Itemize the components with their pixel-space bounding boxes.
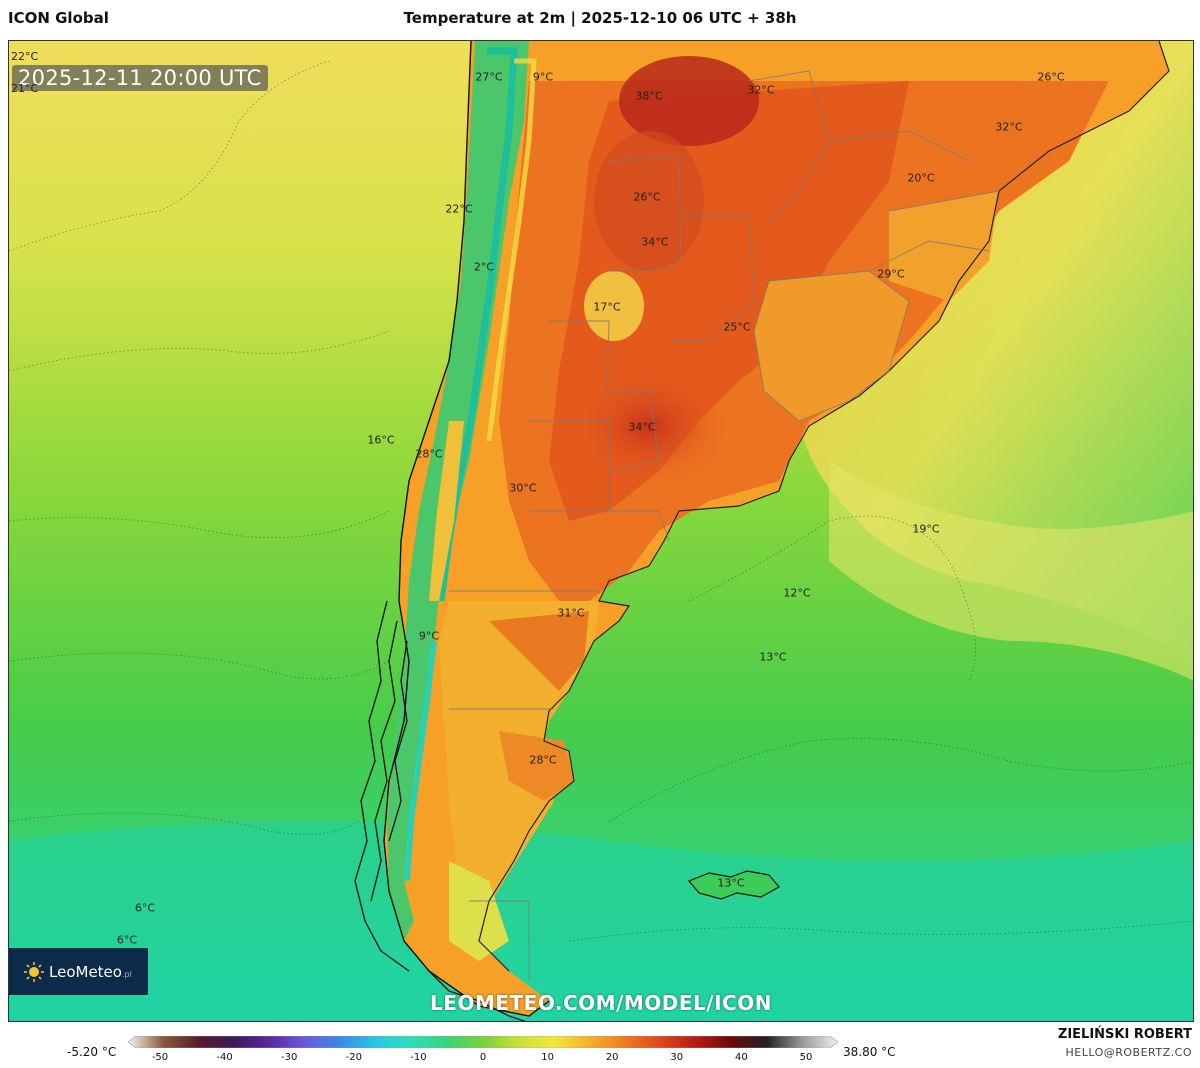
author-name: ZIELIŃSKI ROBERT	[1057, 1027, 1192, 1042]
temp-label: 34°C	[641, 235, 669, 249]
valid-time-badge: 2025-12-11 20:00 UTC	[12, 65, 268, 91]
temp-label: 38°C	[635, 89, 663, 103]
leometeo-logo[interactable]: LeoMeteo.pl	[9, 948, 148, 995]
watermark-url: LEOMETEO.COM/MODEL/ICON	[430, 991, 772, 1015]
falkland-islands	[688, 870, 780, 900]
temp-label: 27°C	[475, 70, 503, 84]
temp-label: 26°C	[1037, 70, 1065, 84]
scale-tick-label: -20	[345, 1052, 362, 1063]
temp-label: 26°C	[633, 190, 661, 204]
temp-label: 28°C	[415, 447, 443, 461]
temp-label: 32°C	[747, 83, 775, 97]
color-scale-bar	[128, 1036, 838, 1048]
scale-tick-label: 20	[605, 1052, 619, 1063]
scale-gradient	[128, 1036, 838, 1048]
sun-icon	[23, 961, 45, 983]
temp-label: 29°C	[877, 267, 905, 281]
author-email[interactable]: HELLO@ROBERTZ.CO	[1065, 1046, 1192, 1059]
temp-label: 13°C	[717, 876, 745, 890]
temp-label: 2°C	[473, 260, 495, 274]
scale-tick-label: 50	[799, 1052, 813, 1063]
scale-tick-label: -50	[151, 1052, 169, 1063]
temp-label: 9°C	[418, 629, 440, 643]
temp-label: 17°C	[593, 300, 621, 314]
corner-temp-label: 22°C	[11, 50, 39, 63]
temperature-field	[9, 41, 1193, 1021]
temp-label: 32°C	[995, 120, 1023, 134]
temp-label: 34°C	[628, 420, 656, 434]
temp-label: 25°C	[723, 320, 751, 334]
temp-label: 9°C	[532, 70, 554, 84]
temp-label: 31°C	[557, 606, 585, 620]
scale-max-label: 38.80 °C	[843, 1045, 896, 1059]
temp-label: 22°C	[445, 202, 473, 216]
temp-label: 6°C	[116, 933, 138, 947]
scale-tick-label: -10	[410, 1052, 427, 1063]
scale-ticks: -50 -40 -30 -20 -10 0 10 20 30 40 50	[128, 1052, 838, 1068]
scale-tick-label: 30	[670, 1052, 684, 1063]
temp-label: 13°C	[759, 650, 787, 664]
scale-tick-label: 10	[541, 1052, 554, 1063]
scale-tick-label: 40	[735, 1052, 748, 1063]
temp-label: 20°C	[907, 171, 935, 185]
corner-temp-label: 21°C	[11, 82, 39, 95]
temp-label: 19°C	[912, 522, 940, 536]
temp-label: 12°C	[783, 586, 811, 600]
scale-min-label: -5.20 °C	[67, 1045, 117, 1059]
temperature-map[interactable]: 2025-12-11 20:00 UTC 22°C 21°C 27°C 9°C …	[8, 40, 1194, 1022]
temp-label: 16°C	[367, 433, 395, 447]
temp-label: 6°C	[134, 901, 156, 915]
map-title: Temperature at 2m | 2025-12-10 06 UTC + …	[403, 9, 797, 27]
temp-label: 28°C	[529, 753, 557, 767]
temp-label: 30°C	[509, 481, 537, 495]
logo-text: LeoMeteo.pl	[49, 962, 132, 981]
scale-tick-label: 0	[479, 1052, 487, 1063]
scale-tick-label: -40	[216, 1052, 233, 1063]
model-name: ICON Global	[8, 9, 109, 27]
scale-tick-label: -30	[281, 1052, 298, 1063]
